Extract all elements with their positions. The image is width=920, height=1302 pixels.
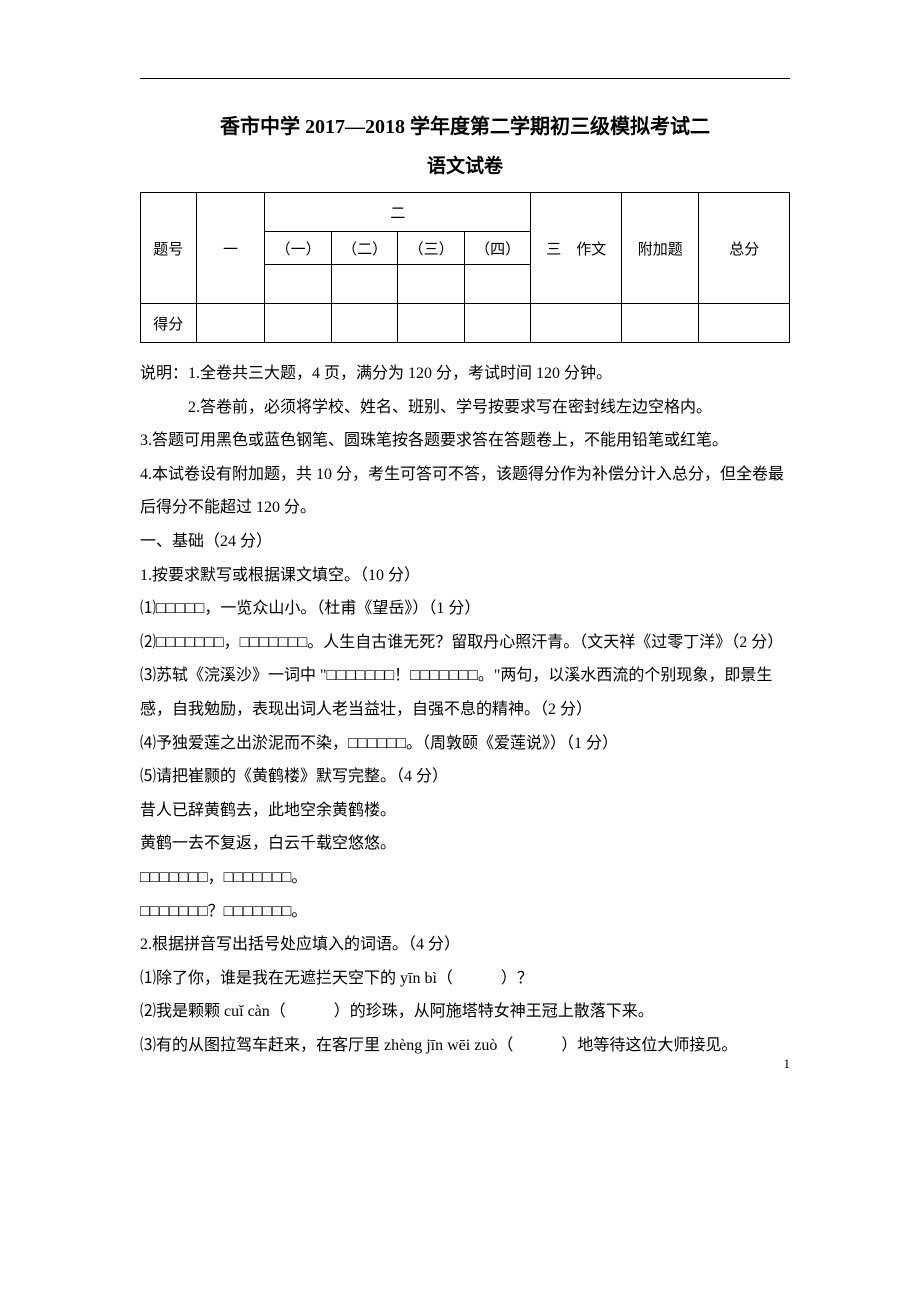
pinyin: yīn bì <box>400 970 437 987</box>
q2-pre: ⑶有的从图拉驾车赶来，在客厅里 <box>140 1037 384 1054</box>
blank-cell <box>621 304 698 343</box>
exam-title: 香市中学 2017—2018 学年度第二学期初三级模拟考试二 <box>140 110 790 139</box>
blank-cell <box>331 265 398 304</box>
instruction-line: 2.答卷前，必须将学校、姓名、班别、学号按要求写在密封线左边空格内。 <box>140 391 790 425</box>
blank-cell <box>265 304 332 343</box>
subcol-1: （一） <box>265 232 332 265</box>
body: 一、基础（24 分） 1.按要求默写或根据课文填空。（10 分） ⑴□□□□□，… <box>140 525 790 1063</box>
q1-item: ⑸请把崔颢的《黄鹤楼》默写完整。（4 分） <box>140 760 790 794</box>
pinyin: cuǐ càn <box>224 1003 270 1020</box>
blank-cell <box>398 265 465 304</box>
blank-cell <box>398 304 465 343</box>
blank-cell <box>331 304 398 343</box>
q2-post: （ ）地等待这位大师接见。 <box>497 1037 737 1054</box>
subcol-3: （三） <box>398 232 465 265</box>
col-one: 一 <box>196 193 265 304</box>
instruction-line: 3.答题可用黑色或蓝色钢笔、圆珠笔按各题要求答在答题卷上，不能用铅笔或红笔。 <box>140 424 790 458</box>
score-row-2: 得分 <box>141 304 790 343</box>
blank-cell <box>265 265 332 304</box>
instruction-line: 4.本试卷设有附加题，共 10 分，考生可答可不答，该题得分作为补偿分计入总分，… <box>140 458 790 525</box>
blank-cell <box>531 304 622 343</box>
col-extra: 附加题 <box>621 193 698 304</box>
score-header-row: 题号 一 二 三 作文 附加题 总分 <box>141 193 790 232</box>
q2-post: （ ）？ <box>437 970 533 987</box>
q2-item: ⑴除了你，谁是我在无遮拦天空下的 yīn bì（ ）？ <box>140 962 790 996</box>
q2-pre: ⑴除了你，谁是我在无遮拦天空下的 <box>140 970 400 987</box>
q2-item: ⑶有的从图拉驾车赶来，在客厅里 zhèng jīn wēi zuò（ ）地等待这… <box>140 1029 790 1063</box>
pinyin: zhèng jīn wēi zuò <box>384 1037 497 1054</box>
page-container: 香市中学 2017—2018 学年度第二学期初三级模拟考试二 语文试卷 题号 一… <box>0 0 920 1102</box>
blank-cell <box>196 304 265 343</box>
q1-poem-line: 黄鹤一去不复返，白云千载空悠悠。 <box>140 827 790 861</box>
q1-blank-line: □□□□□□□？□□□□□□□。 <box>140 895 790 929</box>
blank-cell <box>699 304 790 343</box>
q1-item: ⑴□□□□□，一览众山小。（杜甫《望岳》）（1 分） <box>140 592 790 626</box>
score-table: 题号 一 二 三 作文 附加题 总分 （一） （二） （三） （四） 得分 <box>140 192 790 343</box>
q1-blank-line: □□□□□□□，□□□□□□□。 <box>140 861 790 895</box>
blank-cell <box>464 304 531 343</box>
subcol-4: （四） <box>464 232 531 265</box>
page-number: 1 <box>784 1056 791 1072</box>
q1-item: ⑵□□□□□□□，□□□□□□□。人生自古谁无死？留取丹心照汗青。（文天祥《过零… <box>140 626 790 660</box>
q2-pre: ⑵我是颗颗 <box>140 1003 224 1020</box>
col-total: 总分 <box>699 193 790 304</box>
instruction-line: 说明：1.全卷共三大题，4 页，满分为 120 分，考试时间 120 分钟。 <box>140 357 790 391</box>
row-label-score: 得分 <box>141 304 197 343</box>
instructions: 说明：1.全卷共三大题，4 页，满分为 120 分，考试时间 120 分钟。 2… <box>140 357 790 525</box>
col-two: 二 <box>265 193 531 232</box>
row-label-number: 题号 <box>141 193 197 304</box>
section-heading: 一、基础（24 分） <box>140 525 790 559</box>
q1-stem: 1.按要求默写或根据课文填空。（10 分） <box>140 559 790 593</box>
exam-subtitle: 语文试卷 <box>140 151 790 178</box>
subcol-2: （二） <box>331 232 398 265</box>
q1-poem-line: 昔人已辞黄鹤去，此地空余黄鹤楼。 <box>140 794 790 828</box>
top-rule <box>140 78 790 79</box>
q1-item: ⑶苏轼《浣溪沙》一词中 "□□□□□□□！□□□□□□□。"两句，以溪水西流的个… <box>140 659 790 726</box>
q2-stem: 2.根据拼音写出括号处应填入的词语。（4 分） <box>140 928 790 962</box>
q2-item: ⑵我是颗颗 cuǐ càn（ ）的珍珠，从阿施塔特女神王冠上散落下来。 <box>140 995 790 1029</box>
blank-cell <box>464 265 531 304</box>
col-three: 三 作文 <box>531 193 622 304</box>
q1-item: ⑷予独爱莲之出淤泥而不染，□□□□□□。（周敦颐《爱莲说》）（1 分） <box>140 727 790 761</box>
q2-post: （ ）的珍珠，从阿施塔特女神王冠上散落下来。 <box>270 1003 654 1020</box>
